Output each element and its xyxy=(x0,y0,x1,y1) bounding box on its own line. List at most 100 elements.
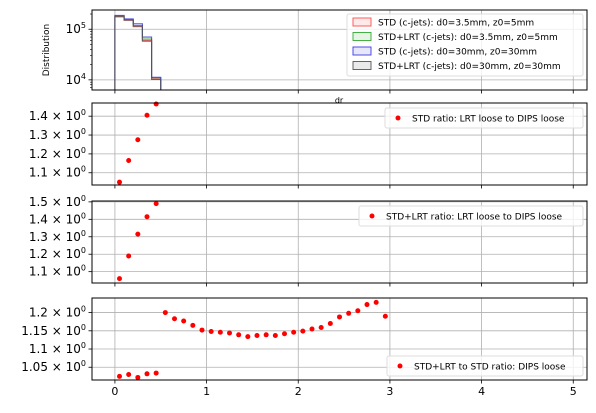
legend-marker xyxy=(396,116,401,121)
data-point xyxy=(310,326,315,331)
y-tick-label: 105 xyxy=(66,21,86,36)
std-ratio-x-ticks xyxy=(115,185,573,189)
data-point xyxy=(117,276,122,281)
y-tick-label: 104 xyxy=(66,72,86,87)
data-point xyxy=(181,318,186,323)
y-tick-base: 10 xyxy=(66,73,81,87)
data-point xyxy=(282,331,287,336)
y-tick-exponent: 0 xyxy=(81,323,86,332)
stdlrt-ratio-legend: STD+LRT ratio: LRT loose to DIPS loose xyxy=(359,206,583,226)
data-point xyxy=(117,180,122,185)
y-tick-base: 1.05 × 10 xyxy=(21,360,81,374)
y-tick-label: 1.2 × 100 xyxy=(29,305,86,320)
data-point xyxy=(365,302,370,307)
legend-marker xyxy=(398,364,403,369)
legend-label: STD+LRT to STD ratio: DIPS loose xyxy=(414,363,566,373)
data-point xyxy=(291,330,296,335)
y-tick-exponent: 5 xyxy=(81,21,86,30)
y-tick-label: 1.3 × 100 xyxy=(29,229,86,244)
y-tick-base: 10 xyxy=(66,22,81,36)
data-point xyxy=(300,329,305,334)
data-point xyxy=(135,375,140,380)
y-tick-base: 1.1 × 10 xyxy=(29,166,81,180)
y-tick-exponent: 0 xyxy=(81,264,86,273)
data-point xyxy=(264,332,269,337)
legend-label: STD+LRT ratio: LRT loose to DIPS loose xyxy=(386,213,563,223)
stdlrt-ratio-x-ticks xyxy=(115,283,573,287)
y-tick-base: 1.1 × 10 xyxy=(29,265,81,279)
data-point xyxy=(154,201,159,206)
data-point xyxy=(126,253,131,258)
y-tick-base: 1.2 × 10 xyxy=(29,306,81,320)
stdlrt-to-std-legend: STD+LRT to STD ratio: DIPS loose xyxy=(387,356,583,376)
data-point xyxy=(273,333,278,338)
histogram-legend: STD (c-jets): d0=3.5mm, z0=5mmSTD+LRT (c… xyxy=(347,14,583,76)
x-tick-label: 1 xyxy=(203,385,210,398)
std-ratio-legend: STD ratio: LRT loose to DIPS loose xyxy=(385,108,583,128)
data-point xyxy=(209,329,214,334)
data-point xyxy=(218,330,223,335)
y-tick-label: 1.3 × 100 xyxy=(29,127,86,142)
data-point xyxy=(126,158,131,163)
legend-swatch xyxy=(353,33,371,41)
y-tick-exponent: 0 xyxy=(81,211,86,220)
y-tick-exponent: 0 xyxy=(81,305,86,314)
stdlrt-to-std-x-ticks: 0 1 2 3 4 5 xyxy=(111,380,576,398)
data-point xyxy=(135,137,140,142)
histogram-ylabel: Distribution xyxy=(42,24,52,77)
histogram-x-ticks xyxy=(115,90,573,94)
y-tick-label: 1.15 × 100 xyxy=(21,323,86,338)
y-tick-exponent: 0 xyxy=(81,108,86,117)
y-tick-label: 1.2 × 100 xyxy=(29,246,86,261)
y-tick-label: 1.4 × 100 xyxy=(29,108,86,123)
y-tick-label: 1.4 × 100 xyxy=(29,211,86,226)
data-point xyxy=(154,102,159,107)
legend-marker xyxy=(370,214,375,219)
y-tick-base: 1.1 × 10 xyxy=(29,342,81,356)
y-tick-exponent: 0 xyxy=(81,341,86,350)
legend-label: STD ratio: LRT loose to DIPS loose xyxy=(412,115,565,125)
data-point xyxy=(154,371,159,376)
y-tick-exponent: 4 xyxy=(81,72,86,81)
x-tick-label: 2 xyxy=(295,385,302,398)
y-tick-base: 1.3 × 10 xyxy=(29,128,81,142)
data-point xyxy=(117,374,122,379)
data-point xyxy=(135,232,140,237)
legend-swatch xyxy=(353,18,371,26)
y-tick-exponent: 0 xyxy=(81,229,86,238)
data-point xyxy=(227,330,232,335)
y-tick-base: 1.2 × 10 xyxy=(29,247,81,261)
data-point xyxy=(374,300,379,305)
legend-label: STD (c-jets): d0=30mm, z0=30mm xyxy=(378,48,537,58)
y-tick-exponent: 0 xyxy=(81,359,86,368)
y-tick-exponent: 0 xyxy=(81,194,86,203)
data-point xyxy=(245,334,250,339)
legend-swatch xyxy=(353,62,371,70)
x-tick-label: 4 xyxy=(478,385,485,398)
y-tick-base: 1.15 × 10 xyxy=(21,324,81,338)
y-tick-exponent: 0 xyxy=(81,165,86,174)
y-tick-base: 1.4 × 10 xyxy=(29,212,81,226)
data-point xyxy=(145,371,150,376)
y-tick-base: 1.2 × 10 xyxy=(29,147,81,161)
x-tick-label: 0 xyxy=(111,385,118,398)
legend-label: STD+LRT (c-jets): d0=3.5mm, z0=5mm xyxy=(378,33,558,43)
data-point xyxy=(190,323,195,328)
data-point xyxy=(172,316,177,321)
legend-swatch xyxy=(353,47,371,55)
y-tick-base: 1.5 × 10 xyxy=(29,195,81,209)
y-tick-label: 1.2 × 100 xyxy=(29,146,86,161)
data-point xyxy=(145,214,150,219)
y-tick-label: 1.1 × 100 xyxy=(29,264,86,279)
data-point xyxy=(319,325,324,330)
y-tick-exponent: 0 xyxy=(81,146,86,155)
data-point xyxy=(355,308,360,313)
